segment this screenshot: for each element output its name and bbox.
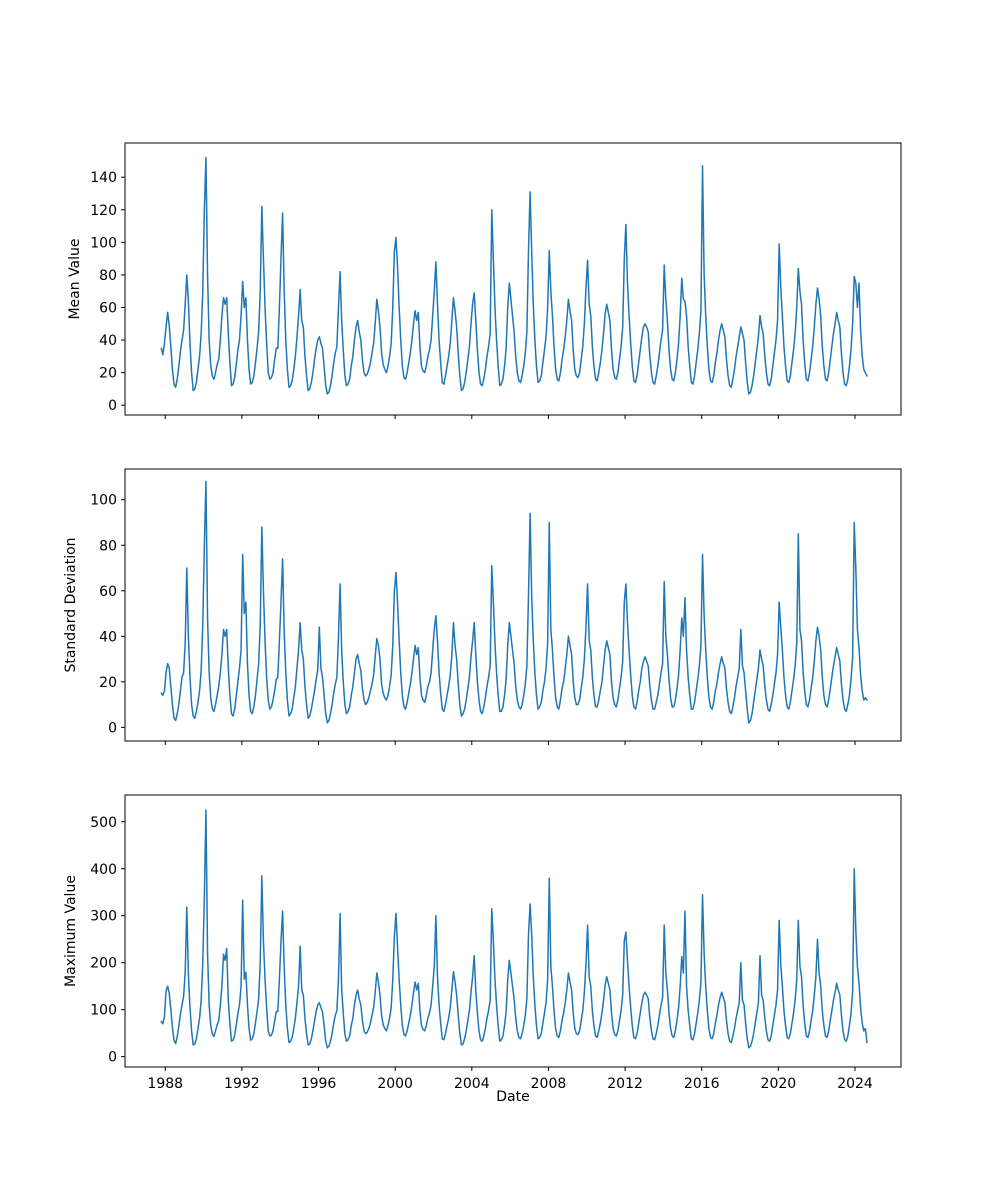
x-axis-mean (164, 415, 856, 419)
y-tick-label: 500 (90, 815, 117, 831)
y-tick-label: 200 (90, 956, 117, 972)
y-tick-label: 100 (90, 1003, 117, 1019)
x-tick-label: 2024 (837, 1076, 873, 1092)
y-tick-label: 0 (108, 398, 117, 414)
x-tick-label: 1992 (224, 1076, 260, 1092)
ylabel-mean-value: Mean Value (67, 238, 83, 320)
y-axis-max: 0 100 200 300 400 500 (90, 815, 125, 1066)
y-tick-label: 40 (99, 629, 117, 645)
y-tick-label: 20 (99, 675, 117, 691)
series-line-max (160, 809, 868, 1049)
series-line-std (160, 480, 868, 724)
y-tick-label: 100 (90, 493, 117, 509)
y-tick-label: 400 (90, 862, 117, 878)
y-tick-label: 0 (108, 1050, 117, 1066)
ylabel-maximum-value: Maximum Value (63, 875, 79, 987)
x-tick-label: 1996 (301, 1076, 337, 1092)
y-tick-label: 40 (99, 333, 117, 349)
x-tick-label: 2008 (531, 1076, 567, 1092)
axes-spines-std (124, 468, 902, 742)
ylabel-standard-deviation: Standard Deviation (63, 537, 79, 673)
subplot-max: 0 100 200 300 400 500 1988 1992 1996 2000 2004 2008… (90, 794, 902, 1092)
subplot-mean: 0 20 40 60 80 100 120 140 (90, 142, 902, 419)
series-line-mean (160, 156, 868, 395)
y-axis-std: 0 20 40 60 80 100 (90, 493, 125, 736)
x-tick-label: 2004 (454, 1076, 490, 1092)
xlabel-date: Date (496, 1089, 530, 1105)
axes-spines-max (124, 794, 902, 1068)
y-tick-label: 80 (99, 538, 117, 554)
y-tick-label: 60 (99, 584, 117, 600)
x-tick-label: 2000 (377, 1076, 413, 1092)
y-tick-label: 60 (99, 301, 117, 317)
y-tick-label: 140 (90, 170, 117, 186)
axes-spines-mean (124, 142, 902, 416)
y-tick-label: 80 (99, 268, 117, 284)
x-tick-label: 2016 (684, 1076, 720, 1092)
subplot-std: 0 20 40 60 80 100 (90, 468, 902, 745)
x-axis-std (164, 741, 856, 745)
y-tick-label: 300 (90, 909, 117, 925)
x-axis-max: 1988 1992 1996 2000 2004 2008 2012 2016 2020 2024 (147, 1067, 873, 1092)
x-tick-label: 2012 (607, 1076, 643, 1092)
x-tick-label: 1988 (147, 1076, 183, 1092)
y-axis-mean: 0 20 40 60 80 100 120 140 (90, 170, 125, 414)
y-tick-label: 100 (90, 235, 117, 251)
x-tick-label: 2020 (761, 1076, 797, 1092)
y-tick-label: 120 (90, 203, 117, 219)
y-tick-label: 0 (108, 720, 117, 736)
y-tick-label: 20 (99, 366, 117, 382)
